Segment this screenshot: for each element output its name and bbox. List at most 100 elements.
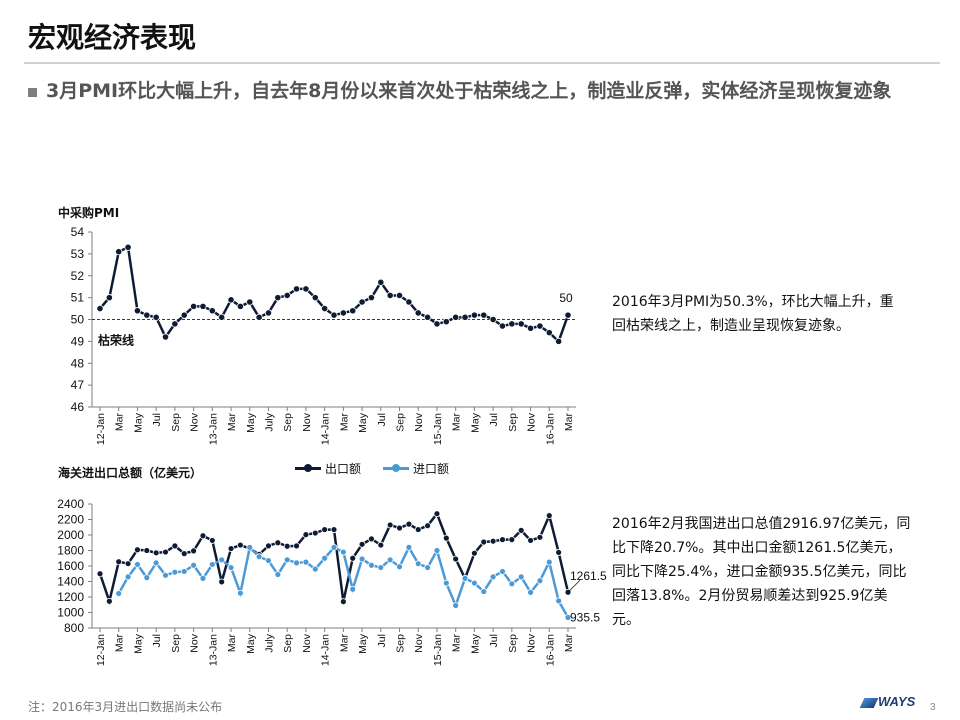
import-point <box>302 558 310 566</box>
pmi-point <box>339 309 347 317</box>
export-point <box>470 549 478 557</box>
x-tick-label: Sep <box>282 634 294 653</box>
export-point <box>302 531 310 539</box>
import-point <box>368 561 375 569</box>
pmi-point <box>423 313 432 321</box>
export-point <box>124 560 132 568</box>
pmi-point <box>498 322 507 330</box>
export-point <box>236 541 244 549</box>
import-point <box>386 556 394 564</box>
import-point <box>246 544 254 551</box>
pmi-point <box>470 311 478 319</box>
x-tick-label: Nov <box>301 412 313 431</box>
pmi-end-label: 50 <box>559 291 573 305</box>
import-point <box>358 555 366 563</box>
x-tick-label: Nov <box>526 633 538 652</box>
x-tick-label: Mar <box>563 634 575 653</box>
import-point <box>134 561 141 568</box>
pmi-point <box>452 313 460 321</box>
export-point <box>227 545 235 552</box>
export-point <box>489 537 497 545</box>
pmi-line <box>99 245 570 344</box>
pmi-point <box>433 320 441 328</box>
x-tick-label: 15-Jan <box>432 413 444 445</box>
import-point <box>143 574 151 582</box>
trade-chart-title: 海关进出口总额（亿美元） <box>58 466 203 480</box>
legend-import: 进口额 <box>383 460 449 477</box>
import-point <box>536 577 544 585</box>
import-point <box>564 614 572 621</box>
export-point <box>162 548 169 556</box>
pmi-point <box>564 311 572 319</box>
import-point <box>452 602 460 609</box>
y-tick-label: 47 <box>71 378 85 392</box>
pmi-point <box>330 311 338 319</box>
import-point <box>199 575 207 582</box>
pmi-point <box>152 313 160 321</box>
pmi-point <box>171 320 179 328</box>
x-tick-label: Mar <box>226 634 238 653</box>
import-line <box>117 544 570 619</box>
import-point <box>115 590 123 597</box>
import-point <box>339 548 347 556</box>
import-point <box>255 553 263 561</box>
y-tick-label: 1600 <box>57 559 84 573</box>
export-point <box>433 510 441 518</box>
x-tick-label: Mar <box>563 413 575 432</box>
trade-annotation: 2016年2月我国进出口总值2916.97亿美元，同比下降20.7%。其中出口金… <box>612 516 911 628</box>
y-tick-label: 54 <box>71 225 85 239</box>
export-point <box>405 520 413 528</box>
import-point <box>311 565 319 573</box>
x-tick-label: 13-Jan <box>207 413 219 445</box>
headline-bullet: 3月PMI环比大幅上升，自去年8月份以来首次处于枯荣线之上，制造业反弹，实体经济… <box>46 80 892 102</box>
legend-export-label: 出口额 <box>325 462 362 476</box>
import-point <box>236 589 244 597</box>
y-tick-label: 2000 <box>57 528 84 542</box>
threshold-label: 枯荣线 <box>98 333 134 348</box>
ways-logo: WAYS <box>859 694 915 709</box>
x-tick-label: Jul <box>151 413 163 426</box>
bullet-square-icon <box>28 88 37 97</box>
pmi-point <box>349 307 357 315</box>
export-point <box>105 597 113 605</box>
x-tick-label: Jul <box>151 634 163 647</box>
y-tick-label: 48 <box>71 356 85 370</box>
import-point <box>480 588 488 595</box>
pmi-point <box>302 285 310 293</box>
import-point <box>349 585 357 593</box>
y-tick-label: 1000 <box>57 606 84 620</box>
y-tick-label: 1200 <box>57 590 84 604</box>
y-tick-label: 2200 <box>57 513 84 527</box>
pmi-point <box>246 298 254 306</box>
export-point <box>265 542 272 550</box>
y-tick-label: 1800 <box>57 544 84 558</box>
export-point <box>152 549 160 557</box>
pmi-point <box>133 307 142 315</box>
pmi-point <box>311 294 319 302</box>
x-tick-label: Jul <box>488 413 500 426</box>
slide-title: 宏观经济表现 <box>28 21 197 54</box>
import-point <box>377 564 385 571</box>
export-point <box>499 536 506 544</box>
export-point <box>115 558 123 566</box>
x-tick-label: Sep <box>507 634 519 653</box>
x-tick-label: Nov <box>413 412 425 431</box>
x-tick-label: Nov <box>413 633 425 652</box>
export-point <box>190 547 198 555</box>
pmi-point <box>395 291 404 300</box>
x-tick-label: Sep <box>170 634 182 653</box>
import-point <box>461 575 469 582</box>
x-tick-label: 13-Jan <box>207 634 219 666</box>
export-point <box>330 526 338 533</box>
x-tick-label: Sep <box>395 634 407 653</box>
import-point <box>152 559 160 567</box>
y-tick-label: 52 <box>71 269 85 283</box>
x-tick-label: July <box>263 633 275 652</box>
export-point <box>96 570 104 578</box>
import-point <box>208 561 216 568</box>
import-point <box>433 547 441 554</box>
y-tick-label: 46 <box>71 400 85 414</box>
export-point <box>452 555 460 563</box>
import-point <box>555 597 563 605</box>
pmi-point <box>115 248 123 256</box>
